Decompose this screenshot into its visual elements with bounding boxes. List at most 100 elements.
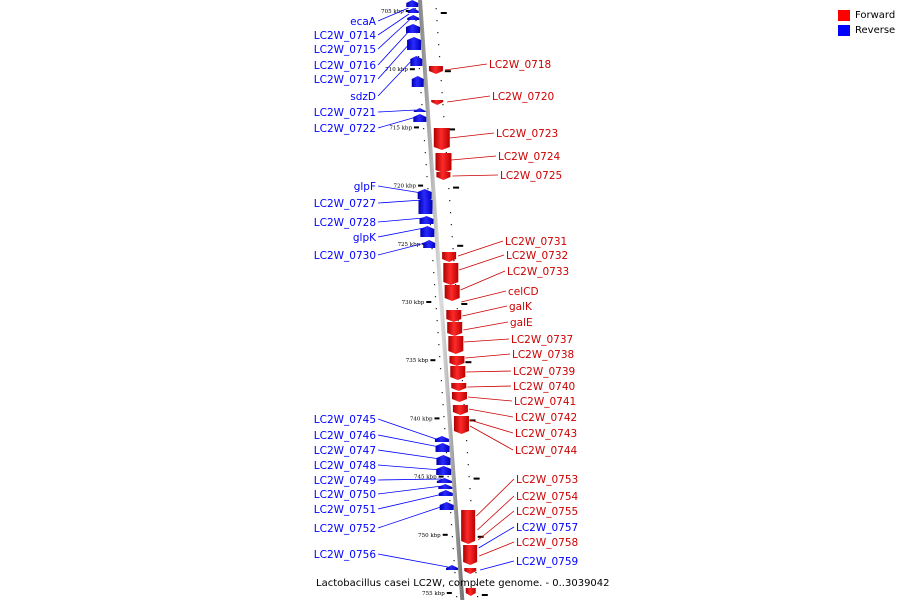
forward-gene-label: LC2W_0724	[498, 151, 561, 163]
reverse-gene-arrow	[438, 490, 453, 496]
minor-tick	[414, 8, 416, 10]
minor-tick	[453, 560, 455, 562]
forward-leader-line	[463, 321, 509, 331]
forward-gene-arrow	[453, 416, 469, 434]
forward-gene-arrow	[449, 356, 465, 366]
minor-tick	[425, 164, 427, 166]
tick-label: 735 kbp	[406, 358, 429, 364]
major-tick-right	[477, 535, 484, 538]
major-tick-left	[426, 301, 432, 303]
minor-tick	[437, 32, 439, 34]
forward-gene-arrow	[431, 100, 444, 105]
reverse-gene-arrow	[439, 502, 454, 510]
forward-leader-line	[465, 353, 511, 359]
major-tick-left	[418, 184, 424, 187]
tick-label: 740 kbp	[410, 416, 433, 422]
minor-tick	[436, 20, 438, 22]
reverse-leader-line	[377, 493, 443, 510]
major-tick-right	[461, 303, 468, 305]
forward-gene-label: LC2W_0731	[505, 236, 567, 248]
reverse-gene-arrow	[410, 56, 423, 66]
reverse-gene-arrow	[406, 0, 419, 7]
reverse-gene-arrow	[407, 8, 419, 13]
forward-leader-line	[467, 396, 513, 402]
minor-tick	[432, 260, 434, 262]
minor-tick	[438, 56, 441, 58]
minor-tick	[463, 404, 465, 406]
major-tick-right	[465, 361, 472, 364]
reverse-leader-line	[377, 478, 442, 481]
minor-tick	[415, 20, 417, 22]
forward-gene-arrow	[451, 392, 467, 402]
forward-gene-label: LC2W_0753	[516, 474, 578, 486]
minor-tick	[475, 572, 477, 574]
forward-leader-line	[458, 254, 505, 271]
minor-tick	[434, 284, 436, 286]
legend: Forward Reverse	[838, 8, 895, 38]
reverse-gene-label: LC2W_0751	[314, 504, 376, 516]
forward-gene-label: LC2W_0732	[506, 250, 568, 262]
reverse-gene-label: sdzD	[350, 91, 376, 103]
forward-gene-arrow	[442, 252, 457, 262]
minor-tick	[443, 116, 445, 118]
reverse-gene-label: glpF	[354, 181, 376, 193]
reverse-leader-line	[377, 217, 424, 223]
forward-leader-line	[461, 290, 507, 303]
reverse-gene-label: LC2W_0730	[314, 250, 376, 262]
minor-tick	[427, 188, 429, 190]
major-tick-right	[444, 70, 451, 73]
tick-label: 715 kbp	[389, 125, 412, 131]
minor-tick	[469, 488, 471, 490]
forward-leader-line	[447, 95, 491, 103]
minor-tick	[453, 260, 455, 262]
minor-tick	[455, 284, 457, 286]
forward-gene-arrow	[450, 366, 466, 380]
reverse-gene-label: LC2W_0750	[314, 489, 376, 501]
minor-tick	[423, 128, 425, 130]
reverse-gene-arrow	[436, 455, 451, 465]
forward-leader-line	[477, 495, 515, 531]
reverse-gene-label: LC2W_0727	[314, 198, 376, 210]
reverse-gene-arrow	[436, 478, 452, 483]
minor-tick	[438, 44, 440, 46]
minor-tick	[433, 272, 435, 274]
reverse-leader-line	[377, 109, 416, 113]
minor-tick	[450, 524, 453, 526]
minor-tick	[450, 512, 452, 514]
forward-gene-arrow	[463, 545, 478, 565]
forward-gene-label: LC2W_0738	[512, 349, 574, 361]
reverse-gene-label: LC2W_0715	[314, 44, 376, 56]
major-tick-left	[430, 359, 436, 362]
reverse-leader-line	[377, 29, 411, 66]
reverse-leader-line	[377, 449, 441, 460]
minor-tick	[477, 596, 479, 598]
reverse-leader-line	[377, 464, 442, 471]
minor-tick	[447, 476, 449, 478]
minor-tick	[423, 140, 426, 142]
reverse-leader-line	[377, 553, 449, 568]
forward-gene-label: LC2W_0718	[489, 59, 551, 71]
backbone-line	[418, 0, 465, 600]
major-tick-left	[446, 592, 452, 594]
forward-gene-arrow	[448, 336, 464, 354]
reverse-gene-label: LC2W_0721	[314, 107, 376, 119]
tick-label: 725 kbp	[398, 242, 421, 248]
minor-tick	[424, 152, 426, 154]
reverse-gene-arrow	[434, 436, 449, 442]
reverse-gene-arrow	[419, 216, 434, 224]
minor-tick	[420, 92, 422, 94]
forward-leader-line	[452, 174, 499, 177]
reverse-gene-arrow	[423, 240, 436, 248]
forward-gene-arrow	[461, 510, 476, 544]
minor-tick	[454, 572, 456, 574]
forward-gene-label: LC2W_0742	[515, 412, 577, 424]
legend-item-forward: Forward	[838, 8, 895, 23]
legend-swatch-forward	[838, 10, 850, 21]
reverse-gene-arrow	[411, 76, 424, 87]
legend-label-reverse: Reverse	[855, 25, 896, 36]
major-tick-left	[409, 68, 415, 71]
forward-gene-arrow	[428, 66, 443, 74]
reverse-gene-label: LC2W_0746	[314, 430, 377, 442]
forward-gene-arrow	[447, 322, 463, 336]
tick-label: 745 kbp	[414, 475, 437, 481]
